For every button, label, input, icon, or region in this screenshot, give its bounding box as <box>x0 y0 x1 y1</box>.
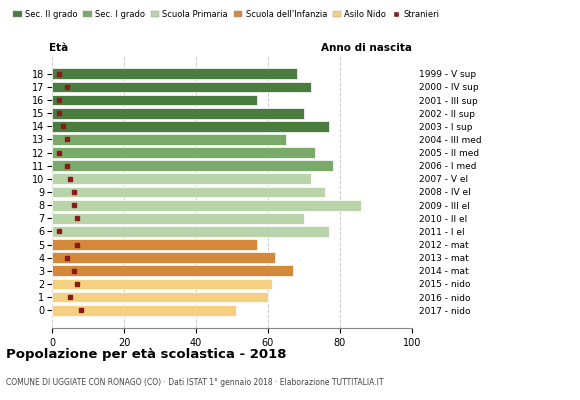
Text: Anno di nascita: Anno di nascita <box>321 43 412 53</box>
Bar <box>52 278 271 289</box>
Bar <box>52 266 293 276</box>
Bar <box>52 160 333 171</box>
Bar <box>52 82 311 92</box>
Bar <box>52 174 311 184</box>
Bar <box>52 108 304 118</box>
Bar <box>52 213 304 224</box>
Text: Popolazione per età scolastica - 2018: Popolazione per età scolastica - 2018 <box>6 348 287 361</box>
Legend: Sec. II grado, Sec. I grado, Scuola Primaria, Scuola dell'Infanzia, Asilo Nido, : Sec. II grado, Sec. I grado, Scuola Prim… <box>10 6 443 22</box>
Bar <box>52 187 325 197</box>
Text: Età: Età <box>49 43 68 53</box>
Text: COMUNE DI UGGIATE CON RONAGO (CO) · Dati ISTAT 1° gennaio 2018 · Elaborazione TU: COMUNE DI UGGIATE CON RONAGO (CO) · Dati… <box>6 378 383 387</box>
Bar <box>52 147 315 158</box>
Bar <box>52 95 257 106</box>
Bar <box>52 68 297 79</box>
Bar <box>52 226 329 237</box>
Bar <box>52 121 329 132</box>
Bar <box>52 252 275 263</box>
Bar <box>52 134 286 145</box>
Bar <box>52 200 361 210</box>
Bar <box>52 305 235 316</box>
Bar <box>52 239 257 250</box>
Bar <box>52 292 268 302</box>
